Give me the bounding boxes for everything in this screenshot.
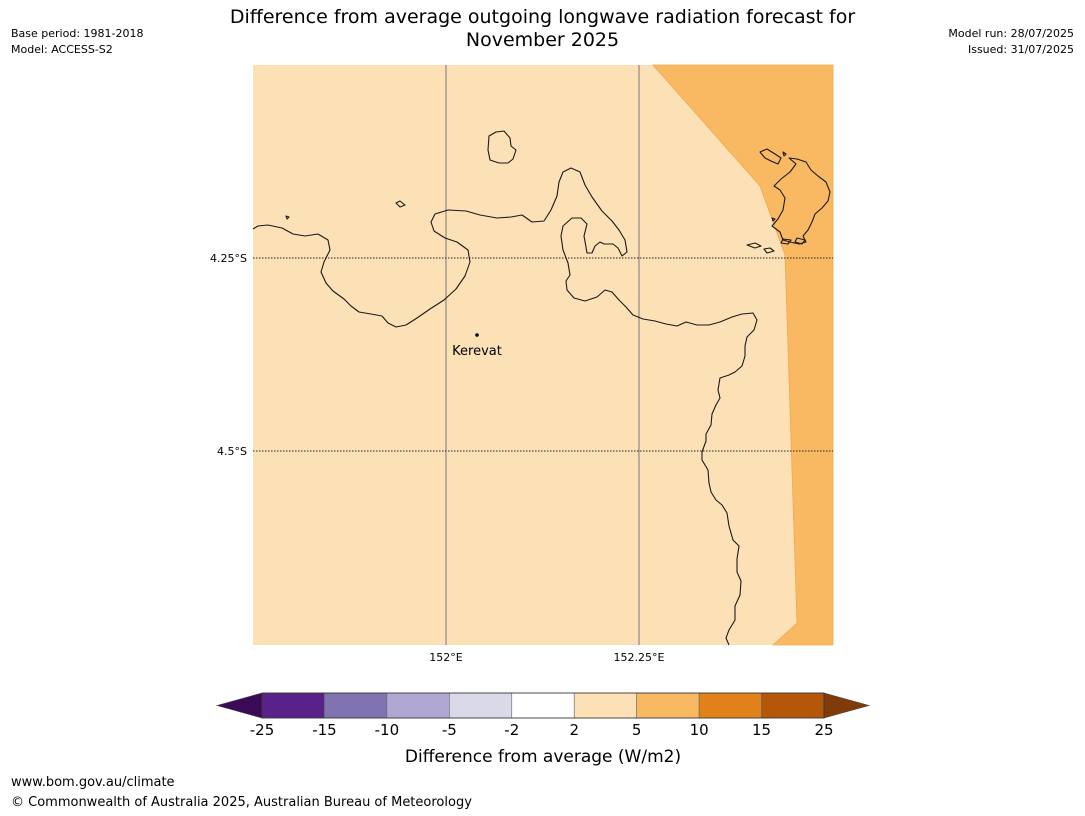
- model-run-text: Model run: 28/07/2025: [948, 27, 1074, 40]
- colorbar-tick-label: 15: [752, 721, 771, 739]
- anomaly-region-5-10: [652, 64, 834, 646]
- colorbar-box-10-to-15: [698, 692, 762, 719]
- longitude-labels: 152°E 152.25°E: [429, 651, 664, 664]
- map-title: Difference from average outgoing longwav…: [0, 6, 1085, 52]
- kerevat-label: Kerevat: [452, 344, 502, 359]
- title-line-1: Difference from average outgoing longwav…: [229, 6, 856, 28]
- colorbar-box-2-to-5: [573, 692, 637, 719]
- colorbar-tick-label: -15: [312, 721, 337, 739]
- footer-copyright: © Commonwealth of Australia 2025, Austra…: [11, 795, 472, 810]
- colorbar-box--2-to-2: [511, 692, 575, 719]
- colorbar-box--15-to--10: [324, 692, 388, 719]
- lat-label-4-25s: 4.25°S: [210, 252, 247, 265]
- colorbar-extension-high: [823, 692, 871, 719]
- colorbar-tick-label: -2: [504, 721, 519, 739]
- colorbar-tick-label: -10: [375, 721, 400, 739]
- colorbar-tick-labels: -25 -15 -10 -5 -2 2 5 10 15 25: [250, 721, 834, 739]
- colorbar-tick-label: 5: [632, 721, 642, 739]
- islet-east-4: [794, 237, 806, 245]
- islet-east-1: [746, 242, 762, 249]
- latitude-labels: 4.25°S 4.5°S: [210, 252, 247, 458]
- colorbar-tick-label: 2: [569, 721, 579, 739]
- lon-label-152-25e: 152.25°E: [614, 651, 665, 664]
- lat-label-4-5s: 4.5°S: [217, 445, 247, 458]
- colorbar-extension-low: [215, 692, 263, 719]
- map-background-band-2-5: [253, 65, 833, 645]
- colorbar-box-15-to-25: [761, 692, 825, 719]
- lon-label-152e: 152°E: [429, 651, 462, 664]
- main-coastline: [252, 167, 758, 646]
- colorbar-box-5-to-10: [636, 692, 700, 719]
- map-panel: Kerevat 4.25°S 4.5°S 152°E 152.25°E: [210, 64, 834, 664]
- islet-east-2: [763, 247, 775, 254]
- islet-dot-west: [285, 215, 290, 220]
- place-kerevat: Kerevat: [452, 333, 502, 359]
- footer: www.bom.gov.au/climate © Commonwealth of…: [11, 773, 472, 813]
- colorbar-box--10-to--5: [386, 692, 450, 719]
- colorbar-boxes: [215, 692, 871, 719]
- islet-small: [395, 200, 406, 208]
- base-period-text: Base period: 1981-2018: [11, 27, 144, 40]
- islet-dot-east: [771, 151, 787, 222]
- kerevat-marker: [475, 333, 479, 337]
- colorbar-box--5-to--2: [449, 692, 513, 719]
- colorbar-outline: [261, 692, 825, 719]
- islet-east-3: [780, 238, 792, 245]
- title-line-2: November 2025: [465, 29, 620, 51]
- colorbar-title: Difference from average (W/m2): [405, 747, 681, 767]
- issued-text: Issued: 31/07/2025: [967, 43, 1074, 56]
- model-run-info: Model run: 28/07/2025 Issued: 31/07/2025: [948, 26, 1074, 58]
- colorbar: -25 -15 -10 -5 -2 2 5 10 15 25 Difference from av…: [215, 692, 871, 767]
- coastline: [252, 130, 831, 646]
- footer-url: www.bom.gov.au/climate: [11, 775, 175, 790]
- base-period-info: Base period: 1981-2018 Model: ACCESS-S2: [11, 26, 143, 58]
- island-north: [487, 130, 517, 164]
- colorbar-tick-label: 25: [814, 721, 833, 739]
- model-text: Model: ACCESS-S2: [11, 43, 113, 56]
- colorbar-tick-label: -5: [442, 721, 457, 739]
- colorbar-tick-label: -25: [250, 721, 275, 739]
- colorbar-box--25-to--15: [261, 692, 325, 719]
- colorbar-tick-label: 10: [690, 721, 709, 739]
